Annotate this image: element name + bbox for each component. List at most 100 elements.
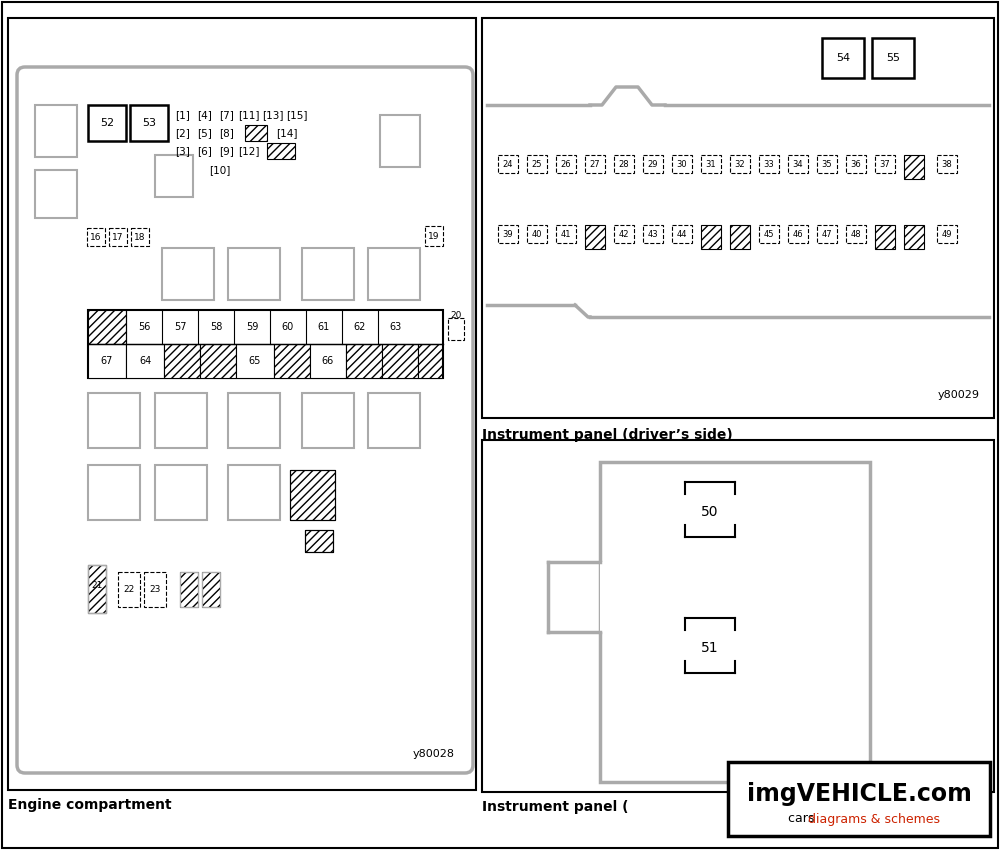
Text: 62: 62 — [354, 322, 366, 332]
Text: 55: 55 — [886, 53, 900, 63]
Text: 45: 45 — [764, 230, 774, 239]
Text: 28: 28 — [619, 160, 629, 168]
Bar — [88, 565, 106, 613]
Text: 64: 64 — [139, 356, 151, 366]
Text: [8]: [8] — [220, 128, 234, 138]
Bar — [109, 228, 127, 246]
Text: 38: 38 — [942, 160, 952, 168]
Bar — [382, 344, 418, 378]
Text: 48: 48 — [851, 230, 861, 239]
Text: [1]: [1] — [176, 110, 190, 120]
Text: 54: 54 — [836, 53, 850, 63]
Text: 58: 58 — [210, 322, 222, 332]
Bar — [180, 572, 198, 607]
Bar — [527, 155, 547, 173]
Bar — [600, 462, 870, 782]
Bar — [126, 344, 164, 378]
Bar — [88, 344, 126, 378]
Bar — [556, 225, 576, 243]
Bar — [875, 155, 895, 173]
Text: Engine compartment: Engine compartment — [8, 798, 172, 812]
Bar — [368, 393, 420, 448]
Text: 29: 29 — [648, 160, 658, 168]
Text: [5]: [5] — [198, 128, 212, 138]
Bar — [418, 344, 442, 378]
Text: Instrument panel (driver’s side): Instrument panel (driver’s side) — [482, 428, 733, 442]
Bar — [8, 18, 476, 790]
Text: 61: 61 — [318, 322, 330, 332]
Bar — [728, 762, 990, 836]
Text: [10]: [10] — [209, 165, 231, 175]
Bar — [245, 125, 267, 141]
Text: 42: 42 — [619, 230, 629, 239]
Bar — [202, 572, 220, 607]
Text: 46: 46 — [793, 230, 803, 239]
Bar — [274, 344, 310, 378]
Bar — [88, 465, 140, 520]
Bar — [846, 225, 866, 243]
Bar — [904, 225, 924, 249]
Bar — [88, 310, 126, 344]
Text: 31: 31 — [706, 160, 716, 168]
Bar — [180, 572, 198, 607]
Text: 25: 25 — [532, 160, 542, 168]
Bar — [162, 248, 214, 300]
Bar — [498, 225, 518, 243]
Bar — [155, 393, 207, 448]
FancyBboxPatch shape — [17, 67, 473, 773]
Bar — [448, 318, 464, 340]
Text: 26: 26 — [561, 160, 571, 168]
Bar — [88, 393, 140, 448]
Bar — [35, 170, 77, 218]
Text: 33: 33 — [764, 160, 774, 168]
Bar — [846, 155, 866, 173]
Text: 35: 35 — [822, 160, 832, 168]
Bar — [730, 225, 750, 249]
Bar — [556, 155, 576, 173]
Bar — [822, 38, 864, 78]
Text: 36: 36 — [851, 160, 861, 168]
Bar — [368, 248, 420, 300]
Text: [9]: [9] — [220, 146, 234, 156]
Bar — [872, 38, 914, 78]
Text: Instrument panel (: Instrument panel ( — [482, 800, 629, 814]
Bar — [585, 155, 605, 173]
Text: 23: 23 — [149, 585, 161, 593]
Bar — [937, 225, 957, 243]
Text: 18: 18 — [134, 233, 146, 241]
Bar — [380, 115, 420, 167]
Text: [11]: [11] — [238, 110, 260, 120]
Bar — [236, 344, 274, 378]
Text: 49: 49 — [942, 230, 952, 239]
Bar — [131, 228, 149, 246]
Text: 63: 63 — [390, 322, 402, 332]
Text: y80029: y80029 — [938, 390, 980, 400]
Text: 24: 24 — [503, 160, 513, 168]
Bar — [228, 393, 280, 448]
Bar — [527, 225, 547, 243]
Text: 59: 59 — [246, 322, 258, 332]
Text: 16: 16 — [90, 233, 102, 241]
Text: 30: 30 — [677, 160, 687, 168]
Bar — [305, 530, 333, 552]
Bar — [200, 344, 236, 378]
Bar — [88, 565, 106, 613]
Text: 56: 56 — [138, 322, 150, 332]
Bar — [585, 225, 605, 249]
Bar — [788, 155, 808, 173]
Text: [12]: [12] — [238, 146, 260, 156]
Bar — [425, 226, 443, 246]
Text: 66: 66 — [322, 356, 334, 366]
Bar — [904, 155, 924, 179]
Bar — [228, 465, 280, 520]
Bar — [817, 155, 837, 173]
Text: 32: 32 — [735, 160, 745, 168]
Text: 65: 65 — [249, 356, 261, 366]
Bar — [788, 225, 808, 243]
Text: y80028: y80028 — [413, 749, 455, 759]
Bar — [730, 155, 750, 173]
Bar — [701, 225, 721, 249]
Text: 37: 37 — [880, 160, 890, 168]
Bar — [614, 155, 634, 173]
Text: 43: 43 — [648, 230, 658, 239]
